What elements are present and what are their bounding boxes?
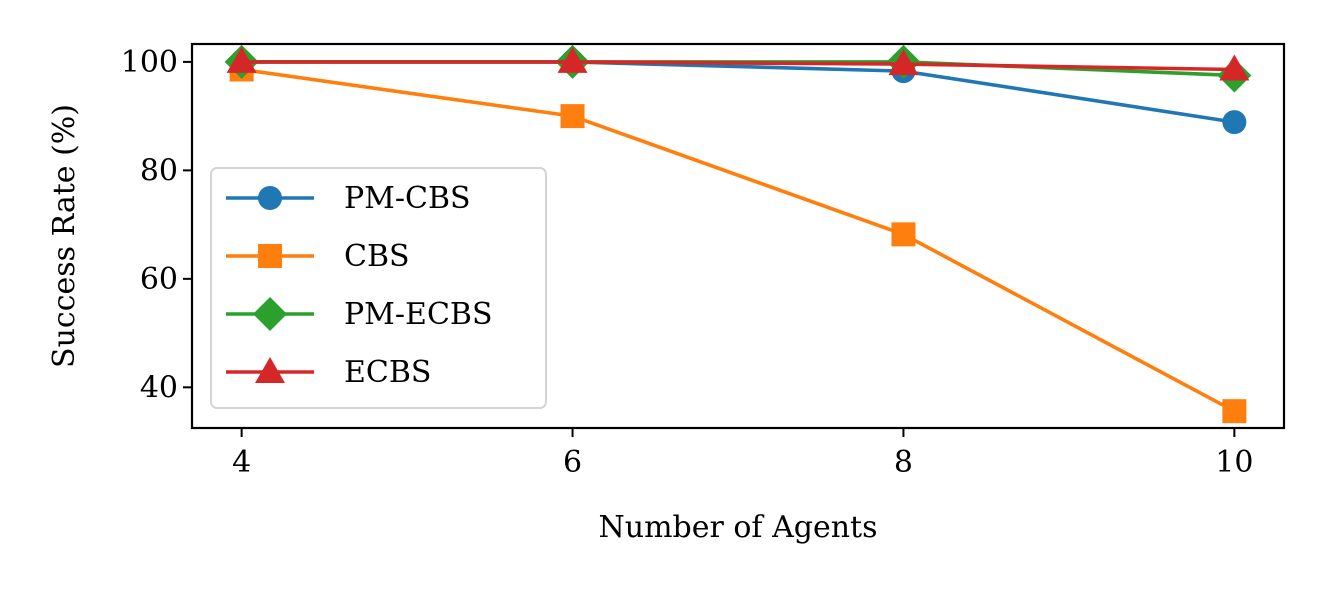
series-layer	[224, 44, 1252, 424]
legend-marker-pm-cbs	[258, 186, 282, 210]
data-point-ecbs	[1219, 54, 1250, 81]
y-axis: 40 60 80 100	[121, 45, 192, 405]
data-point-ecbs	[226, 46, 257, 73]
y-tick-label: 80	[140, 153, 178, 188]
data-point-cbs	[560, 104, 585, 129]
y-tick-label: 60	[140, 262, 178, 297]
legend-item-pm-cbs: PM-CBS	[226, 181, 471, 216]
x-tick-label: 10	[1215, 445, 1253, 480]
series-line-ecbs	[241, 60, 1235, 72]
x-axis-label: Number of Agents	[599, 510, 878, 545]
legend-label: CBS	[344, 239, 410, 274]
x-axis: 4 6 8 10	[232, 428, 1253, 480]
x-tick-label: 6	[563, 445, 582, 480]
legend-marker-pm-ecbs	[253, 297, 287, 331]
legend-box	[210, 167, 547, 409]
legend-marker-cbs	[258, 244, 282, 268]
legend: PM-CBS CBS PM-ECBS ECBS	[210, 167, 547, 409]
y-tick-label: 100	[121, 45, 178, 80]
series-ecbs	[226, 46, 1250, 81]
legend-item-pm-ecbs: PM-ECBS	[226, 297, 493, 332]
data-point-ecbs	[888, 49, 919, 76]
x-tick-label: 4	[232, 445, 251, 480]
data-point-cbs	[1222, 399, 1247, 424]
legend-marker-ecbs	[255, 357, 285, 383]
data-point-pm-cbs	[1222, 110, 1247, 135]
legend-label: PM-CBS	[344, 181, 471, 216]
x-tick-label: 8	[894, 445, 913, 480]
legend-label: PM-ECBS	[344, 297, 493, 332]
legend-item-ecbs: ECBS	[226, 355, 431, 390]
legend-item-cbs: CBS	[226, 239, 410, 274]
y-tick-label: 40	[140, 370, 178, 405]
data-point-ecbs	[557, 46, 588, 73]
plot-frame	[190, 42, 1286, 430]
y-axis-label: Success Rate (%)	[47, 104, 82, 368]
data-point-cbs	[891, 222, 916, 247]
series-line-cbs	[241, 67, 1236, 413]
legend-label: ECBS	[344, 355, 431, 390]
